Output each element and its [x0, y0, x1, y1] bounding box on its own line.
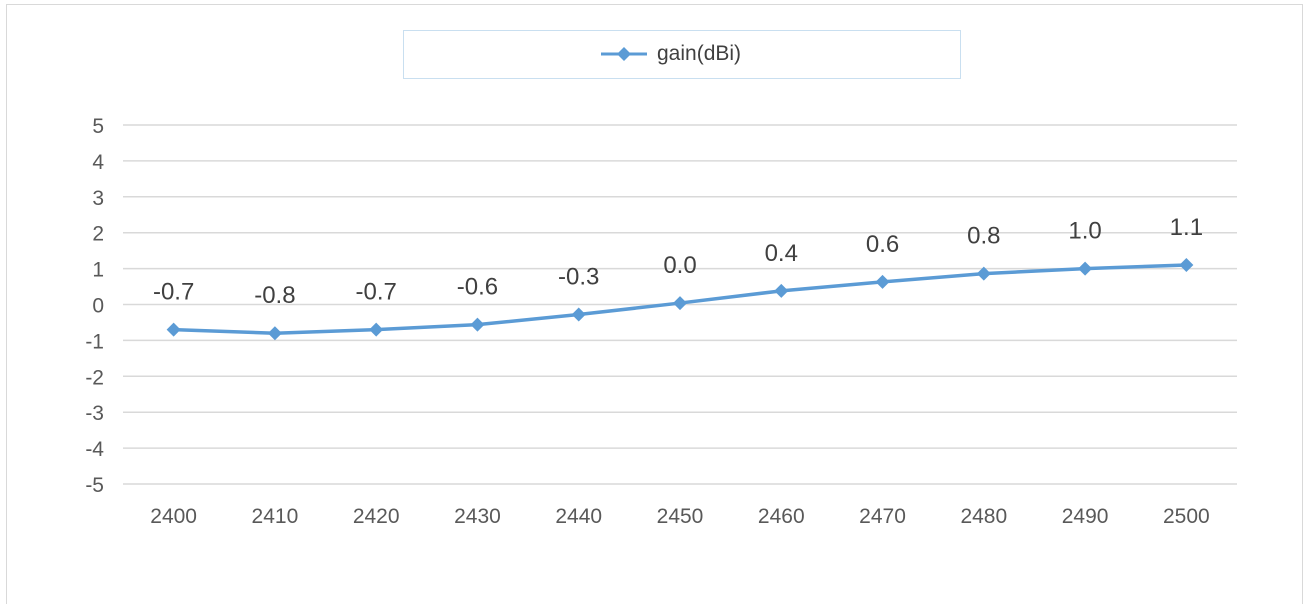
x-tick-label: 2400: [150, 505, 197, 528]
data-label: 0.0: [663, 252, 696, 279]
y-tick-label: -1: [85, 330, 104, 353]
x-tick-label: 2440: [555, 505, 602, 528]
data-label: 0.4: [765, 240, 798, 267]
data-label: -0.6: [457, 274, 498, 301]
data-point: [267, 326, 282, 341]
y-tick-label: 2: [92, 223, 104, 246]
data-label: 1.0: [1068, 218, 1101, 245]
x-tick-label: 2430: [454, 505, 501, 528]
y-tick-label: 0: [92, 295, 104, 318]
data-point: [1179, 258, 1194, 273]
data-label: 0.8: [967, 223, 1000, 250]
data-point: [1078, 261, 1093, 276]
legend: gain(dBi): [403, 30, 961, 79]
x-tick-label: 2410: [252, 505, 299, 528]
data-point: [470, 317, 485, 332]
y-tick-label: -3: [85, 402, 104, 425]
y-tick-label: -5: [85, 474, 104, 497]
y-tick-label: -2: [85, 366, 104, 389]
data-point: [369, 322, 384, 337]
data-point: [875, 274, 890, 289]
data-point: [976, 266, 991, 281]
x-tick-label: 2500: [1163, 505, 1210, 528]
x-tick-label: 2420: [353, 505, 400, 528]
data-point: [673, 296, 687, 311]
data-label: 0.6: [866, 231, 899, 258]
y-tick-label: -4: [85, 438, 104, 461]
data-label: -0.7: [153, 279, 194, 306]
y-tick-label: 5: [92, 115, 104, 138]
data-label: -0.3: [558, 264, 599, 291]
legend-marker-icon: [601, 47, 647, 61]
legend-label: gain(dBi): [657, 42, 742, 65]
x-tick-label: 2490: [1062, 505, 1109, 528]
x-tick-label: 2470: [859, 505, 906, 528]
legend-entry: gain(dBi): [599, 41, 741, 67]
data-point: [571, 307, 586, 322]
data-label: -0.8: [254, 282, 295, 309]
y-tick-label: 3: [92, 187, 104, 210]
data-point: [166, 322, 181, 337]
y-tick-label: 1: [92, 259, 104, 282]
x-tick-label: 2450: [657, 505, 704, 528]
data-label: 1.1: [1170, 214, 1203, 241]
data-label: -0.7: [356, 279, 397, 306]
x-tick-label: 2460: [758, 505, 805, 528]
x-tick-label: 2480: [960, 505, 1007, 528]
y-tick-label: 4: [92, 151, 104, 174]
data-point: [774, 283, 789, 298]
